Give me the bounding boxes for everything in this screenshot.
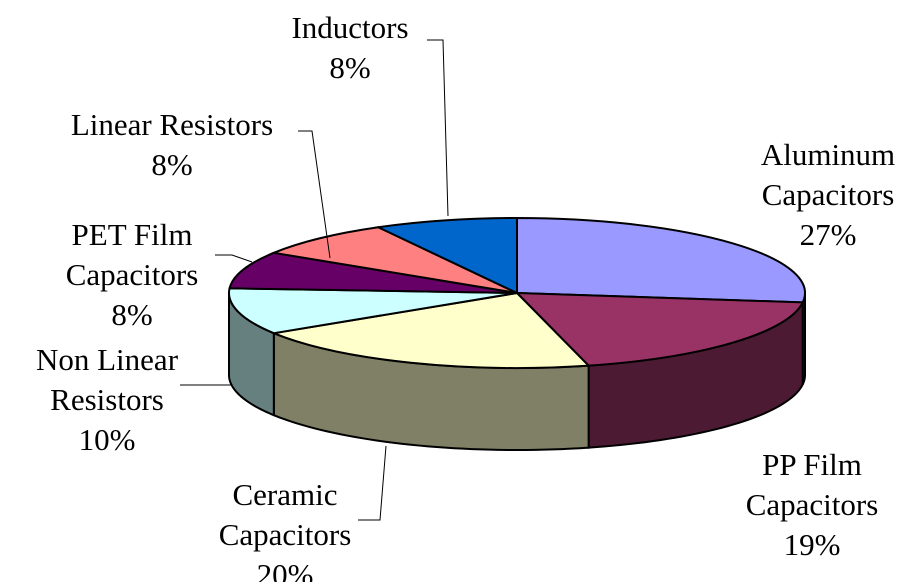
slice <box>270 226 518 294</box>
category-label: Inductors <box>291 10 409 45</box>
value-label: 27% <box>799 217 857 252</box>
category-label: Aluminum Capacitors <box>760 137 896 212</box>
leader-line <box>427 39 449 217</box>
slice <box>270 291 591 369</box>
slice-label: Non Linear Resistors 10% <box>17 340 197 460</box>
slice-label: PET Film Capacitors 8% <box>42 215 222 335</box>
slice <box>516 216 806 304</box>
slice <box>374 216 518 295</box>
slice-label: Inductors 8% <box>250 8 450 88</box>
leader-line <box>215 254 253 263</box>
slice <box>228 287 518 335</box>
category-label: Non Linear Resistors <box>35 342 179 417</box>
leader-line <box>358 445 387 521</box>
slice <box>514 291 805 367</box>
category-label: PET Film Capacitors <box>65 217 199 292</box>
value-label: 8% <box>151 147 193 182</box>
slice-label: PP Film Capacitors 19% <box>722 445 902 565</box>
value-label: 19% <box>783 527 841 562</box>
category-label: Linear Resistors <box>70 107 274 142</box>
leader-line <box>298 130 331 259</box>
value-label: 8% <box>329 50 371 85</box>
value-label: 10% <box>78 422 136 457</box>
category-label: PP Film Capacitors <box>745 447 879 522</box>
value-label: 20% <box>256 557 314 582</box>
slice-label: Aluminum Capacitors 27% <box>738 135 917 255</box>
value-label: 8% <box>111 297 153 332</box>
category-label: Ceramic Capacitors <box>218 477 352 552</box>
slice <box>228 251 518 294</box>
slice-label: Linear Resistors 8% <box>27 105 317 185</box>
slice-label: Ceramic Capacitors 20% <box>195 475 375 582</box>
